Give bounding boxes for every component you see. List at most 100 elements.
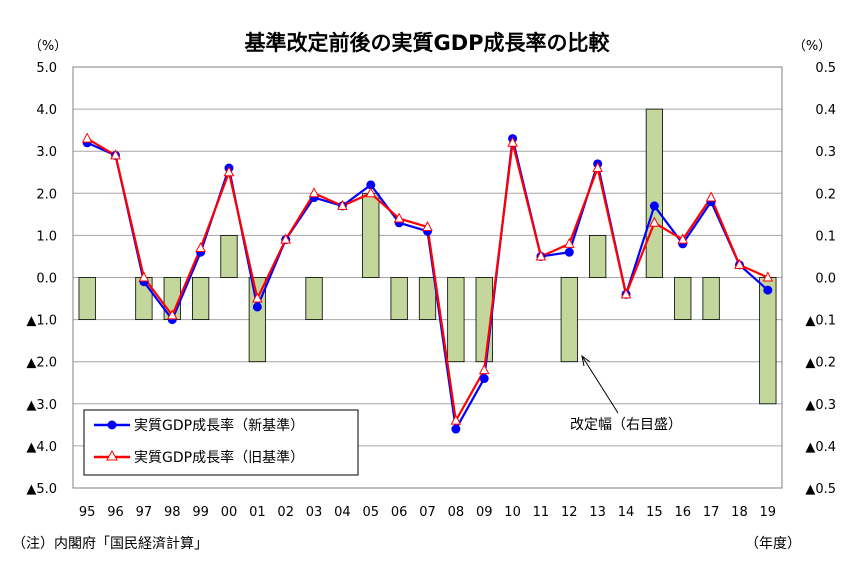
- x-tick-label: 11: [533, 505, 550, 520]
- right-tick-label: 0.3: [815, 145, 836, 160]
- left-tick-label: ▲4.0: [26, 440, 57, 455]
- left-tick-label: 3.0: [36, 145, 57, 160]
- left-tick-label: 4.0: [36, 103, 57, 118]
- point-new: [366, 180, 376, 190]
- point-old: [393, 212, 405, 223]
- x-tick-label: 06: [391, 505, 408, 520]
- right-tick-label: ▲0.4: [805, 440, 836, 455]
- point-old: [734, 258, 745, 269]
- x-tick-label: 01: [249, 505, 266, 520]
- revision-annotation: 改定幅（右目盛）: [570, 354, 682, 433]
- left-axis-unit: （%）: [29, 39, 67, 54]
- point-old: [478, 364, 490, 375]
- revision-bar: [390, 277, 408, 320]
- left-tick-label: ▲3.0: [26, 398, 57, 413]
- x-tick-label: 15: [646, 505, 663, 520]
- right-tick-label: 0.0: [815, 272, 836, 287]
- right-tick-label: ▲0.1: [805, 314, 836, 329]
- point-old: [223, 166, 235, 177]
- legend-label-old: 実質GDP成長率（旧基準）: [134, 449, 304, 466]
- x-tick-label: 16: [674, 505, 691, 520]
- point-new: [564, 247, 574, 257]
- x-tick-label: 07: [419, 505, 436, 520]
- revision-bar: [248, 277, 266, 363]
- right-tick-label: 0.4: [815, 103, 836, 118]
- x-tick-label: 10: [504, 505, 521, 520]
- point-old: [620, 288, 632, 299]
- revision-bar: [362, 192, 380, 278]
- x-tick-label: 04: [334, 505, 351, 520]
- left-tick-label: 2.0: [36, 187, 57, 202]
- point-new: [763, 285, 773, 295]
- right-tick-label: 0.1: [815, 229, 836, 244]
- right-tick-label: ▲0.2: [805, 356, 836, 371]
- revision-bar: [191, 277, 210, 320]
- point-old: [535, 250, 547, 261]
- point-new: [451, 424, 461, 434]
- legend-marker-triangle: [106, 449, 118, 461]
- x-tick-label: 09: [476, 505, 493, 520]
- x-tick-label: 02: [277, 505, 294, 520]
- point-old: [677, 233, 689, 244]
- revision-bar: [702, 277, 720, 320]
- point-old: [308, 187, 320, 198]
- legend-label-new: 実質GDP成長率（新基準）: [134, 417, 304, 434]
- point-old: [649, 216, 660, 227]
- annotation-arrow-line: [581, 355, 619, 414]
- left-axis-ticks: 5.0 4.0 3.0 2.0 1.0 0.0 ▲1.0 ▲2.0 ▲3.0 ▲4.0 ▲5.0: [26, 61, 57, 497]
- revision-bar: [418, 277, 437, 320]
- left-tick-label: ▲1.0: [26, 314, 57, 329]
- legend: 実質GDP成長率（新基準） 実質GDP成長率（旧基準）: [83, 409, 359, 476]
- left-tick-label: 5.0: [36, 61, 57, 76]
- point-new: [252, 302, 262, 312]
- x-tick-label: 14: [618, 505, 635, 520]
- revision-bar: [645, 108, 664, 278]
- legend-marker-circle: [107, 420, 117, 430]
- source-note: （注）内閣府「国民経済計算」: [12, 536, 208, 552]
- revision-bar: [447, 277, 465, 363]
- right-tick-label: ▲0.3: [805, 398, 836, 413]
- x-tick-label: 17: [703, 505, 720, 520]
- revision-bar: [759, 277, 777, 405]
- x-tick-label: 12: [561, 505, 578, 520]
- right-tick-label: 0.2: [815, 187, 836, 202]
- left-tick-label: 0.0: [36, 272, 57, 287]
- annotation-label: 改定幅（右目盛）: [570, 417, 682, 433]
- point-old: [592, 161, 603, 173]
- point-old: [252, 292, 263, 303]
- x-tick-label: 05: [363, 505, 380, 520]
- revision-bar: [589, 234, 607, 278]
- revision-bar: [78, 277, 96, 320]
- series-lines: [81, 132, 774, 434]
- point-new: [649, 201, 659, 211]
- point-old: [422, 220, 433, 231]
- x-tick-label: 13: [589, 505, 606, 520]
- point-old: [705, 191, 717, 202]
- x-tick-label: 98: [164, 505, 181, 520]
- x-tick-label: 18: [731, 505, 748, 520]
- right-axis-ticks: 0.5 0.4 0.3 0.2 0.1 0.0 ▲0.1 ▲0.2 ▲0.3 ▲0.4 ▲0.5: [805, 61, 836, 497]
- right-tick-label: 0.5: [815, 61, 836, 76]
- revision-bar: [674, 277, 692, 320]
- point-old: [166, 309, 178, 320]
- x-tick-label: 99: [192, 505, 209, 520]
- point-old: [365, 187, 377, 198]
- revision-bar: [220, 234, 238, 278]
- point-old: [280, 233, 292, 244]
- right-tick-label: ▲0.5: [805, 482, 836, 497]
- x-tick-label: 19: [760, 505, 777, 520]
- annotation-arrow-head: [581, 354, 591, 367]
- plot-frame: [72, 66, 783, 489]
- point-old: [507, 136, 518, 147]
- point-old: [762, 271, 774, 282]
- point-old: [450, 414, 462, 425]
- chart-title: 基準改定前後の実質GDP成長率の比較: [244, 31, 610, 55]
- x-tick-label: 03: [306, 505, 323, 520]
- revision-bar: [560, 277, 578, 363]
- revision-bar: [305, 277, 323, 320]
- point-old: [337, 199, 348, 210]
- x-tick-label: 96: [107, 505, 124, 520]
- left-tick-label: ▲2.0: [26, 356, 57, 371]
- point-old: [110, 149, 121, 160]
